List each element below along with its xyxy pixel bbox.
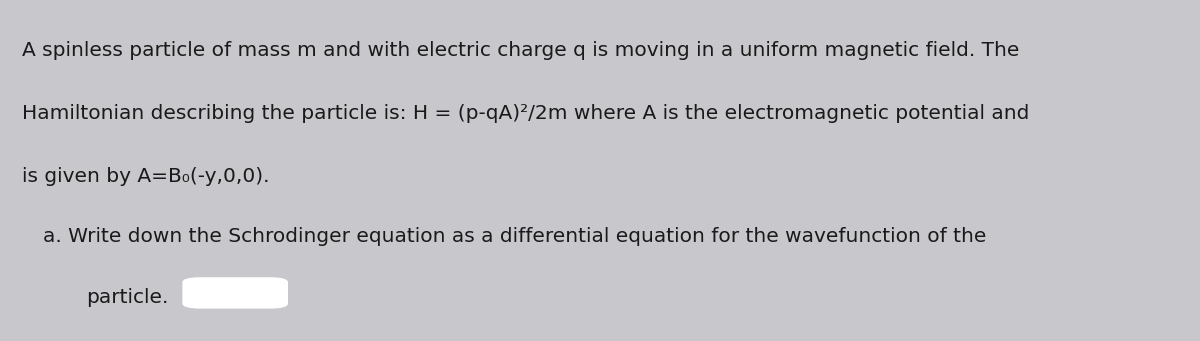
Text: Hamiltonian describing the particle is: H = (p-qA)²/2m where A is the electromag: Hamiltonian describing the particle is: … [22, 104, 1028, 123]
Text: particle.: particle. [86, 288, 169, 307]
Text: is given by A=B₀(-y,0,0).: is given by A=B₀(-y,0,0). [22, 167, 269, 186]
FancyBboxPatch shape [182, 277, 288, 309]
Text: A spinless particle of mass m and with electric charge q is moving in a uniform : A spinless particle of mass m and with e… [22, 41, 1019, 60]
Text: a. Write down the Schrodinger equation as a differential equation for the wavefu: a. Write down the Schrodinger equation a… [43, 227, 986, 246]
